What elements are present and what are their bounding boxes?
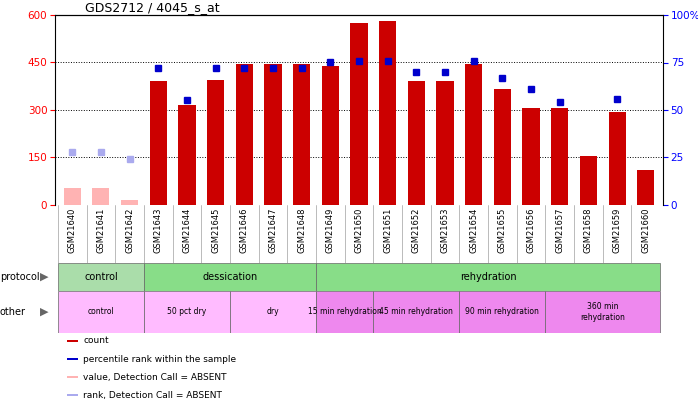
Bar: [551, 109, 568, 205]
Text: rehydration: rehydration: [460, 272, 517, 282]
Text: dessication: dessication: [202, 272, 258, 282]
Text: 90 min rehydration: 90 min rehydration: [466, 307, 540, 316]
Bar: [92, 188, 110, 205]
Bar: [58, 291, 144, 333]
Bar: [144, 263, 316, 291]
Text: GSM21645: GSM21645: [211, 208, 220, 253]
Bar: [637, 170, 655, 205]
Bar: [58, 263, 144, 291]
Text: GSM21641: GSM21641: [96, 208, 105, 253]
Bar: [149, 81, 167, 205]
Bar: [178, 105, 195, 205]
Bar: [316, 263, 660, 291]
Text: other: other: [0, 307, 26, 317]
Text: GSM21646: GSM21646: [240, 208, 248, 254]
Bar: [373, 291, 459, 333]
Text: control: control: [87, 307, 114, 316]
Text: GSM21654: GSM21654: [469, 208, 478, 253]
Bar: [67, 358, 78, 360]
Bar: [265, 64, 281, 205]
Text: 360 min
rehydration: 360 min rehydration: [580, 302, 625, 322]
Text: GSM21642: GSM21642: [125, 208, 134, 253]
Bar: [293, 64, 310, 205]
Text: percentile rank within the sample: percentile rank within the sample: [83, 355, 237, 364]
Text: GSM21650: GSM21650: [355, 208, 364, 253]
Text: GSM21643: GSM21643: [154, 208, 163, 254]
Bar: [322, 66, 339, 205]
Text: GSM21655: GSM21655: [498, 208, 507, 253]
Bar: [580, 156, 597, 205]
Text: ▶: ▶: [40, 272, 48, 282]
Text: ▶: ▶: [40, 307, 48, 317]
Text: count: count: [83, 337, 109, 345]
Bar: [379, 21, 396, 205]
Bar: [493, 90, 511, 205]
Bar: [236, 64, 253, 205]
Text: 15 min rehydration: 15 min rehydration: [308, 307, 382, 316]
Bar: [121, 200, 138, 205]
Text: rank, Detection Call = ABSENT: rank, Detection Call = ABSENT: [83, 391, 222, 400]
Bar: [144, 291, 230, 333]
Text: value, Detection Call = ABSENT: value, Detection Call = ABSENT: [83, 373, 227, 382]
Text: GSM21652: GSM21652: [412, 208, 421, 253]
Bar: [545, 291, 660, 333]
Text: control: control: [84, 272, 118, 282]
Text: GSM21651: GSM21651: [383, 208, 392, 253]
Text: 45 min rehydration: 45 min rehydration: [380, 307, 453, 316]
Bar: [408, 81, 425, 205]
Bar: [67, 340, 78, 342]
Text: GSM21649: GSM21649: [326, 208, 335, 253]
Text: GSM21647: GSM21647: [269, 208, 278, 254]
Text: GSM21656: GSM21656: [526, 208, 535, 254]
Bar: [207, 80, 224, 205]
Bar: [67, 394, 78, 396]
Bar: [67, 376, 78, 378]
Text: GDS2712 / 4045_s_at: GDS2712 / 4045_s_at: [85, 1, 220, 14]
Text: GSM21640: GSM21640: [68, 208, 77, 253]
Bar: [316, 291, 373, 333]
Text: GSM21648: GSM21648: [297, 208, 306, 254]
Text: GSM21657: GSM21657: [555, 208, 564, 254]
Bar: [459, 291, 545, 333]
Bar: [523, 109, 540, 205]
Text: 50 pct dry: 50 pct dry: [168, 307, 207, 316]
Text: GSM21660: GSM21660: [641, 208, 651, 254]
Text: GSM21653: GSM21653: [440, 208, 450, 254]
Bar: [465, 64, 482, 205]
Bar: [350, 23, 368, 205]
Text: GSM21644: GSM21644: [182, 208, 191, 253]
Text: GSM21658: GSM21658: [584, 208, 593, 254]
Text: GSM21659: GSM21659: [613, 208, 622, 253]
Text: protocol: protocol: [0, 272, 40, 282]
Bar: [609, 112, 625, 205]
Text: dry: dry: [267, 307, 279, 316]
Bar: [230, 291, 316, 333]
Bar: [436, 81, 454, 205]
Bar: [64, 188, 81, 205]
